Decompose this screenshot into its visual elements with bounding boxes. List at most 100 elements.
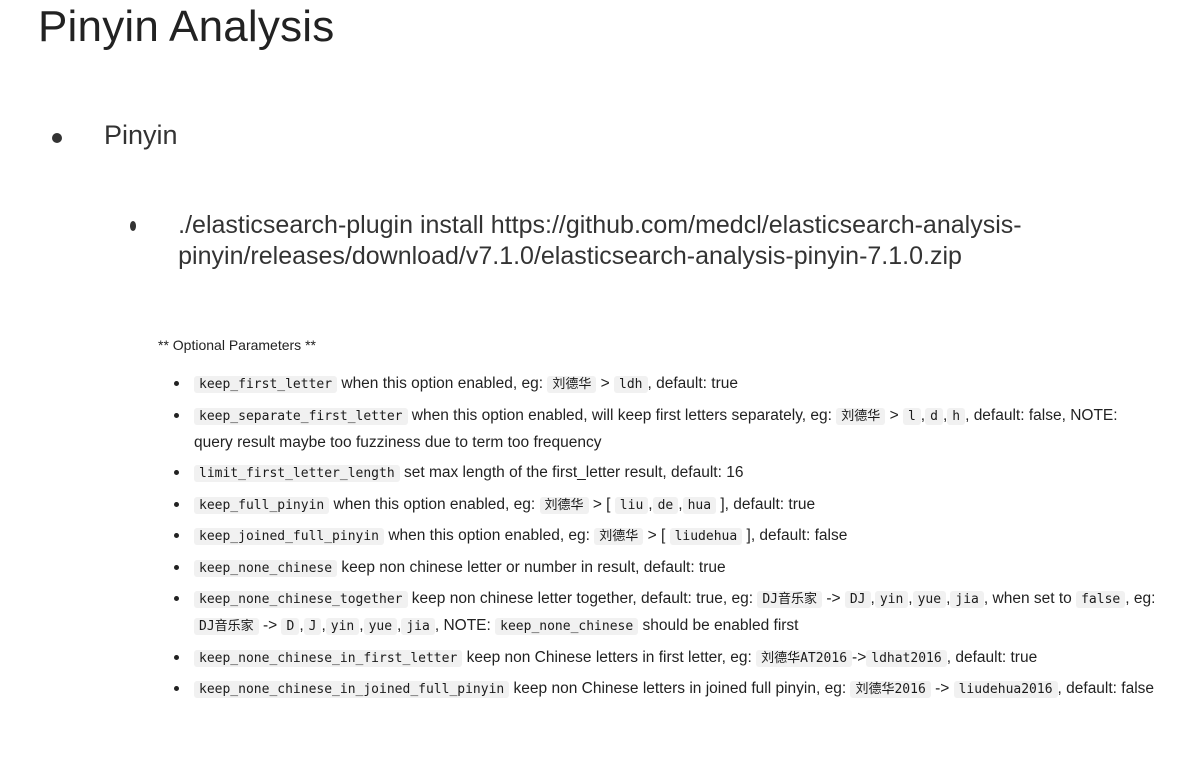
inline-code: 刘德华 [539, 496, 589, 514]
inline-code: ldh [614, 376, 648, 393]
parameter-name: keep_none_chinese_in_joined_full_pinyin [194, 681, 510, 698]
bullet-dot [174, 654, 179, 660]
bullet-dot [174, 470, 179, 475]
bullet-dot [174, 381, 179, 386]
bullet-dot [174, 596, 179, 601]
parameter-description: when this option enabled, eg: [329, 495, 540, 513]
inline-code: 刘德华2016 [850, 681, 931, 698]
install-command-text: ./elasticsearch-plugin install https://g… [178, 211, 1022, 270]
parameter-description: , [321, 617, 326, 634]
inline-code: liudehua [669, 528, 743, 545]
inline-code: keep_none_chinese [495, 618, 639, 635]
inline-code: hua [682, 496, 717, 514]
parameter-description: , [648, 495, 653, 513]
inline-code: jia [950, 591, 984, 608]
bullet-dot [174, 564, 179, 570]
parameter-description: keep non Chinese letters in first letter… [462, 648, 757, 666]
inline-code: 刘德华 [836, 407, 886, 425]
parameter-description: , when set to [983, 590, 1077, 607]
inline-code: 刘德华 [547, 376, 597, 393]
parameter-item: limit_first_letter_length set max length… [158, 460, 1158, 487]
parameter-description: when this option enabled, eg: [337, 375, 548, 392]
optional-parameters-header: ** Optional Parameters ** [158, 337, 316, 353]
inline-code: de [652, 496, 679, 514]
inline-code: 刘德华 [594, 528, 644, 545]
inline-code: yin [874, 591, 909, 608]
bullet-level1-text: Pinyin [104, 120, 178, 150]
parameter-description: > [ [588, 495, 615, 513]
inline-code: yin [325, 618, 360, 635]
inline-code: 刘德华AT2016 [756, 649, 853, 667]
parameter-item: keep_full_pinyin when this option enable… [158, 492, 1158, 519]
inline-code: DJ [844, 591, 871, 608]
inline-code: DJ音乐家 [194, 618, 259, 635]
parameter-item: keep_none_chinese_together keep non chin… [158, 586, 1158, 640]
inline-code: DJ音乐家 [757, 591, 823, 608]
inline-code: J [303, 618, 322, 635]
parameter-description: , eg: [1125, 590, 1156, 607]
parameter-name: keep_none_chinese_together [194, 591, 408, 608]
parameter-description: , [678, 495, 683, 513]
parameter-item: keep_none_chinese_in_joined_full_pinyin … [158, 676, 1158, 703]
optional-parameters-section: ** Optional Parameters ** keep_first_let… [158, 337, 1158, 708]
parameter-list: keep_first_letter when this option enabl… [158, 371, 1158, 703]
parameter-description: > [ [643, 527, 670, 544]
parameter-description: keep non chinese letter or number in res… [337, 558, 726, 576]
parameter-description: , [299, 617, 304, 634]
inline-code: liu [614, 496, 649, 514]
parameter-description: , default: false, NOTE: query result may… [194, 406, 1118, 451]
parameter-description: ], default: false [742, 527, 848, 544]
parameter-name: keep_separate_first_letter [194, 407, 408, 425]
parameter-description: , [359, 617, 364, 634]
inline-code: yue [363, 618, 398, 635]
parameter-description: , default: true [647, 375, 738, 392]
bullet-level1: Pinyin [52, 120, 178, 151]
bullet-dot [174, 501, 179, 507]
inline-code: ldhat2016 [866, 649, 947, 667]
inline-code: false [1076, 591, 1126, 608]
parameter-item: keep_first_letter when this option enabl… [158, 371, 1158, 398]
parameter-description: , [920, 406, 926, 424]
parameter-description: -> [258, 617, 282, 634]
parameter-item: keep_none_chinese_in_first_letter keep n… [158, 645, 1158, 672]
parameter-description: , default: true [946, 648, 1038, 666]
parameter-description: , [870, 590, 875, 607]
inline-code: liudehua2016 [953, 681, 1058, 698]
parameter-name: limit_first_letter_length [194, 465, 400, 482]
inline-code: h [947, 407, 966, 425]
page-title: Pinyin Analysis [38, 2, 335, 51]
inline-code: d [925, 407, 943, 425]
inline-code: yue [912, 591, 947, 608]
parameter-description: when this option enabled, eg: [384, 527, 595, 544]
parameter-description: -> [822, 590, 845, 607]
inline-code: jia [401, 618, 435, 635]
inline-code: D [281, 618, 300, 635]
parameter-description: , NOTE: [434, 617, 496, 634]
parameter-description: keep non Chinese letters in joined full … [509, 680, 851, 697]
parameter-description: -> [852, 648, 867, 666]
parameter-description: , [908, 590, 913, 607]
parameter-name: keep_none_chinese_in_first_letter [194, 649, 463, 667]
parameter-item: keep_joined_full_pinyin when this option… [158, 523, 1158, 550]
bullet-dot [174, 686, 179, 691]
parameter-name: keep_full_pinyin [194, 496, 330, 514]
parameter-description: > [885, 406, 903, 424]
parameter-description: ], default: true [716, 495, 816, 513]
bullet-dot [174, 533, 179, 538]
parameter-description: , [397, 617, 402, 634]
parameter-name: keep_first_letter [194, 376, 338, 393]
parameter-description: keep non chinese letter together, defaul… [407, 590, 758, 607]
parameter-description: -> [930, 680, 954, 697]
parameter-item: keep_separate_first_letter when this opt… [158, 403, 1158, 456]
bullet-dot [130, 221, 137, 231]
bullet-dot [52, 132, 62, 143]
inline-code: l [902, 407, 921, 425]
parameter-description: , default: false [1057, 680, 1155, 697]
parameter-description: when this option enabled, will keep firs… [407, 406, 837, 424]
bullet-level2: ./elasticsearch-plugin install https://g… [130, 210, 1180, 272]
bullet-dot [174, 412, 179, 418]
parameter-name: keep_none_chinese [194, 559, 338, 577]
parameter-description: should be enabled first [638, 617, 799, 634]
parameter-description: > [596, 375, 615, 392]
parameter-item: keep_none_chinese keep non chinese lette… [158, 555, 1158, 582]
